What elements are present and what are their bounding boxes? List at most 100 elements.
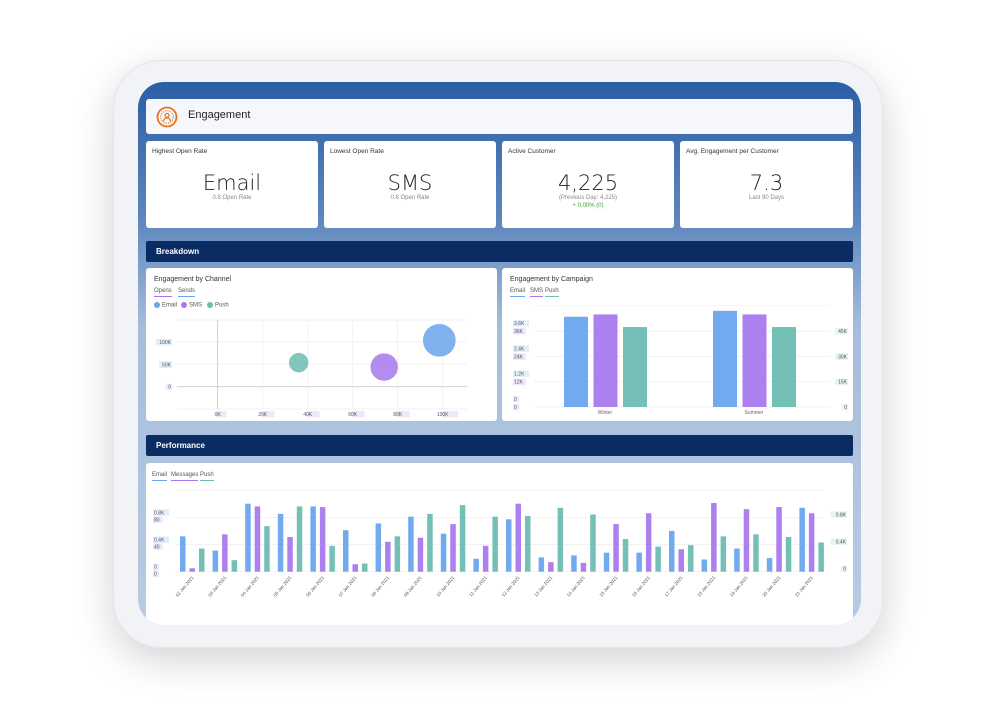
kpi-highest-open-rate: Highest Open Rate Email 0.8 Open Rate [146,141,318,228]
bar-email [506,519,512,572]
chart-title: Engagement by Campaign [510,276,593,283]
bar-push [427,513,433,572]
y-tick-label: 0 [168,385,171,391]
bar-push [329,545,335,572]
bubble-push [288,352,309,373]
y-tick-push: 45K [838,329,848,335]
y-tick-email: 0.8K [154,510,165,516]
bar-email [669,530,675,572]
legend-push[interactable]: Push [200,472,214,481]
y-tick-push: 0 [844,405,847,411]
y-tick-push: 0 [843,567,846,573]
bar-email [701,559,708,572]
date-label: 07 Jan 2021 [338,575,358,598]
category-label: Summer [745,410,764,416]
y-tick-messages-bg [153,543,163,550]
y-tick-push-bg [830,538,847,545]
legend-email[interactable]: Email [154,302,177,311]
legend-messages[interactable]: Messages [171,472,199,481]
y-tick-email: 2.4K [514,346,525,352]
y-tick-push-bg [840,565,847,573]
bar-messages [287,537,293,572]
chart-title: Engagement by Channel [154,276,232,283]
bar-email [245,503,251,572]
performance-card: Email Messages Push 0 0.4K 0.8K 0 40 80 0 0.4K 0… [146,463,853,625]
bar-push [362,563,368,572]
date-label: 18 Jan 2021 [696,575,716,598]
bubble-email [422,323,457,358]
bar-push [590,514,596,572]
y-tick-push: 30K [838,354,848,360]
y-tick-push-bg [835,328,848,335]
y-tick-push-bg [835,353,848,360]
date-label: 15 Jan 2021 [598,575,618,598]
section-breakdown: Breakdown [146,241,853,262]
x-tick-label-bg [351,411,365,418]
kpi-value: Email [202,171,262,195]
bar-messages [613,524,619,572]
date-label: 14 Jan 2021 [566,575,586,598]
kpi-sub: (Previous Day: 4,225) [558,195,618,201]
kpi-value: 4,225 [557,171,619,195]
date-label: 10 Jan 2021 [435,575,455,598]
y-tick-label-bg [165,383,172,391]
x-tick-label: 80K [393,412,403,418]
y-tick-email-bg [513,370,530,378]
kpi-value: SMS [387,171,433,195]
bar-sms [742,314,767,407]
engagement-by-campaign-card: Engagement by Campaign Email SMS Push 0 1… [502,268,853,421]
y-tick-sms: 0 [514,405,517,411]
dashboard-screen: Engagement Highest Open Rate Email 0.8 O… [138,82,861,625]
legend-email[interactable]: Email [152,472,168,481]
kpi-label: Avg. Engagement per Customer [686,148,779,155]
y-tick-email: 3.6K [514,321,525,327]
bar-push [785,537,792,572]
bar-push [753,534,759,572]
bar-email [277,513,284,572]
x-tick-label: 20K [258,412,268,418]
tab-sends[interactable]: Sends [178,288,196,297]
legend-email[interactable]: Email [510,288,526,297]
legend-sms[interactable]: SMS [530,288,544,297]
section-performance: Performance [146,435,853,456]
category-label: Winter [598,410,613,416]
date-label: 21 Jan 2021 [794,575,814,598]
bar-email [603,552,610,572]
date-label: 02 Jan 2021 [175,575,195,598]
bar-messages [776,507,782,572]
legend-push[interactable]: Push [545,288,559,297]
x-tick-label-bg [441,411,458,418]
date-label: 11 Jan 2021 [468,575,488,598]
bar-email [180,536,186,572]
x-tick-label-bg [216,411,227,418]
campaign-bar-chart: 0 1.2K 2.4K 3.6K 0 12K 24K 36K 0 15K 30K 45K Winter S… [513,305,848,416]
y-tick-messages-bg [153,516,163,523]
bar-messages [385,541,391,572]
legend-push[interactable]: Push [207,302,229,311]
kpi-active-customer: Active Customer 4,225 (Previous Day: 4,2… [502,141,674,228]
y-tick-label: 50K [162,362,172,368]
bar-messages [711,503,717,572]
x-tick-label: 40K [303,412,313,418]
bar-email [538,557,545,572]
date-label: 04 Jan 2021 [240,575,260,598]
bubble-chart: 0K 20K 40K 60K 80K 100K 0 50K 100K [155,319,467,418]
y-tick-email: 1.2K [514,372,525,378]
y-tick-email-bg [513,396,520,403]
date-label: 09 Jan 2021 [403,575,423,598]
y-tick-messages: 80 [154,517,160,523]
bar-email [636,552,642,572]
bar-push [264,526,270,572]
bar-email [713,310,737,407]
bar-email [571,555,577,572]
y-tick-sms-bg [513,404,520,411]
tab-opens[interactable]: Opens [154,288,172,297]
legend-sms[interactable]: SMS [181,302,202,311]
bar-messages [254,506,261,572]
y-tick-email-bg [513,320,530,327]
kpi-sub: Last 90 Days [748,195,785,201]
page-title: Engagement [188,109,251,121]
engagement-user-icon [156,106,178,128]
y-tick-email-bg [153,509,170,516]
y-tick-messages: 0 [154,572,157,578]
